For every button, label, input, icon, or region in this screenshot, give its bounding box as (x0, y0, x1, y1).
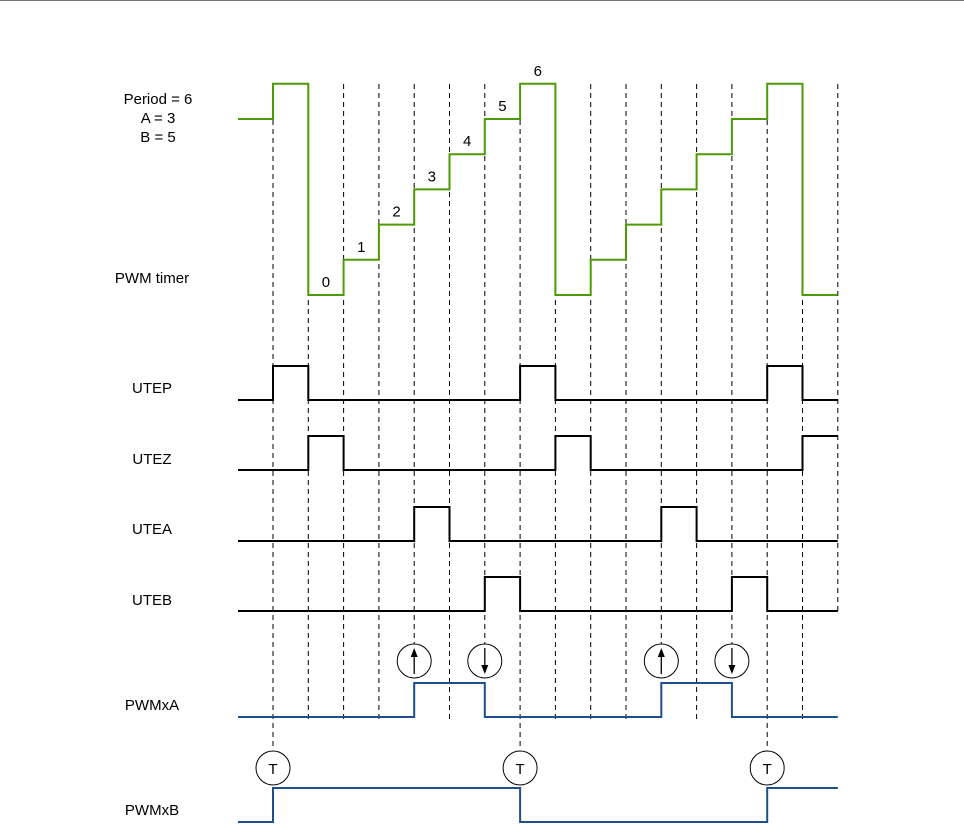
timer-value-label: 1 (357, 239, 365, 256)
toggle-marker: T (255, 750, 291, 786)
utep-waveform (238, 365, 838, 401)
uteb-waveform (238, 576, 838, 612)
set-high-marker (396, 643, 432, 679)
toggle-icon: T (516, 761, 525, 778)
utep-label: UTEP (132, 380, 172, 397)
waveforms: 0 1 2 3 4 5 6 (238, 63, 838, 823)
b-label: B = 5 (140, 129, 175, 146)
pwmxb-label: PWMxB (125, 802, 179, 819)
marker-circle (502, 750, 538, 786)
set-high-marker (643, 643, 679, 679)
set-low-marker (714, 643, 750, 679)
utea-label: UTEA (132, 521, 172, 538)
arrow-up-head (657, 648, 665, 657)
timer-value-label: 3 (428, 168, 436, 185)
toggle-marker: T (502, 750, 538, 786)
arrow-up-head (410, 648, 418, 657)
guide-lines (272, 84, 839, 750)
timer-value-label: 5 (498, 98, 506, 115)
pwm-timer-waveform (238, 82, 838, 296)
utez-waveform (238, 435, 838, 471)
timer-value-label: 6 (534, 63, 542, 80)
a-label: A = 3 (141, 110, 176, 127)
pwm-timer-label: PWM timer (115, 270, 189, 287)
toggle-marker: T (749, 750, 785, 786)
set-low-marker (467, 643, 503, 679)
top-border (0, 0, 964, 1)
arrow-down-head (728, 665, 736, 674)
utea-waveform (238, 506, 838, 542)
toggle-icon: T (763, 761, 772, 778)
arrow-down-head (481, 665, 489, 674)
pwmxa-label: PWMxA (125, 697, 179, 714)
utez-label: UTEZ (132, 451, 171, 468)
marker-circle (749, 750, 785, 786)
timer-value-label: 2 (392, 204, 400, 221)
timer-value-label: 4 (463, 133, 471, 150)
uteb-label: UTEB (132, 592, 172, 609)
pwmxb-waveform (238, 787, 838, 823)
pwmxa-waveform (238, 682, 838, 718)
toggle-icon: T (268, 761, 277, 778)
period-label: Period = 6 (124, 91, 193, 108)
marker-circle (255, 750, 291, 786)
timer-value-label: 0 (322, 274, 330, 291)
